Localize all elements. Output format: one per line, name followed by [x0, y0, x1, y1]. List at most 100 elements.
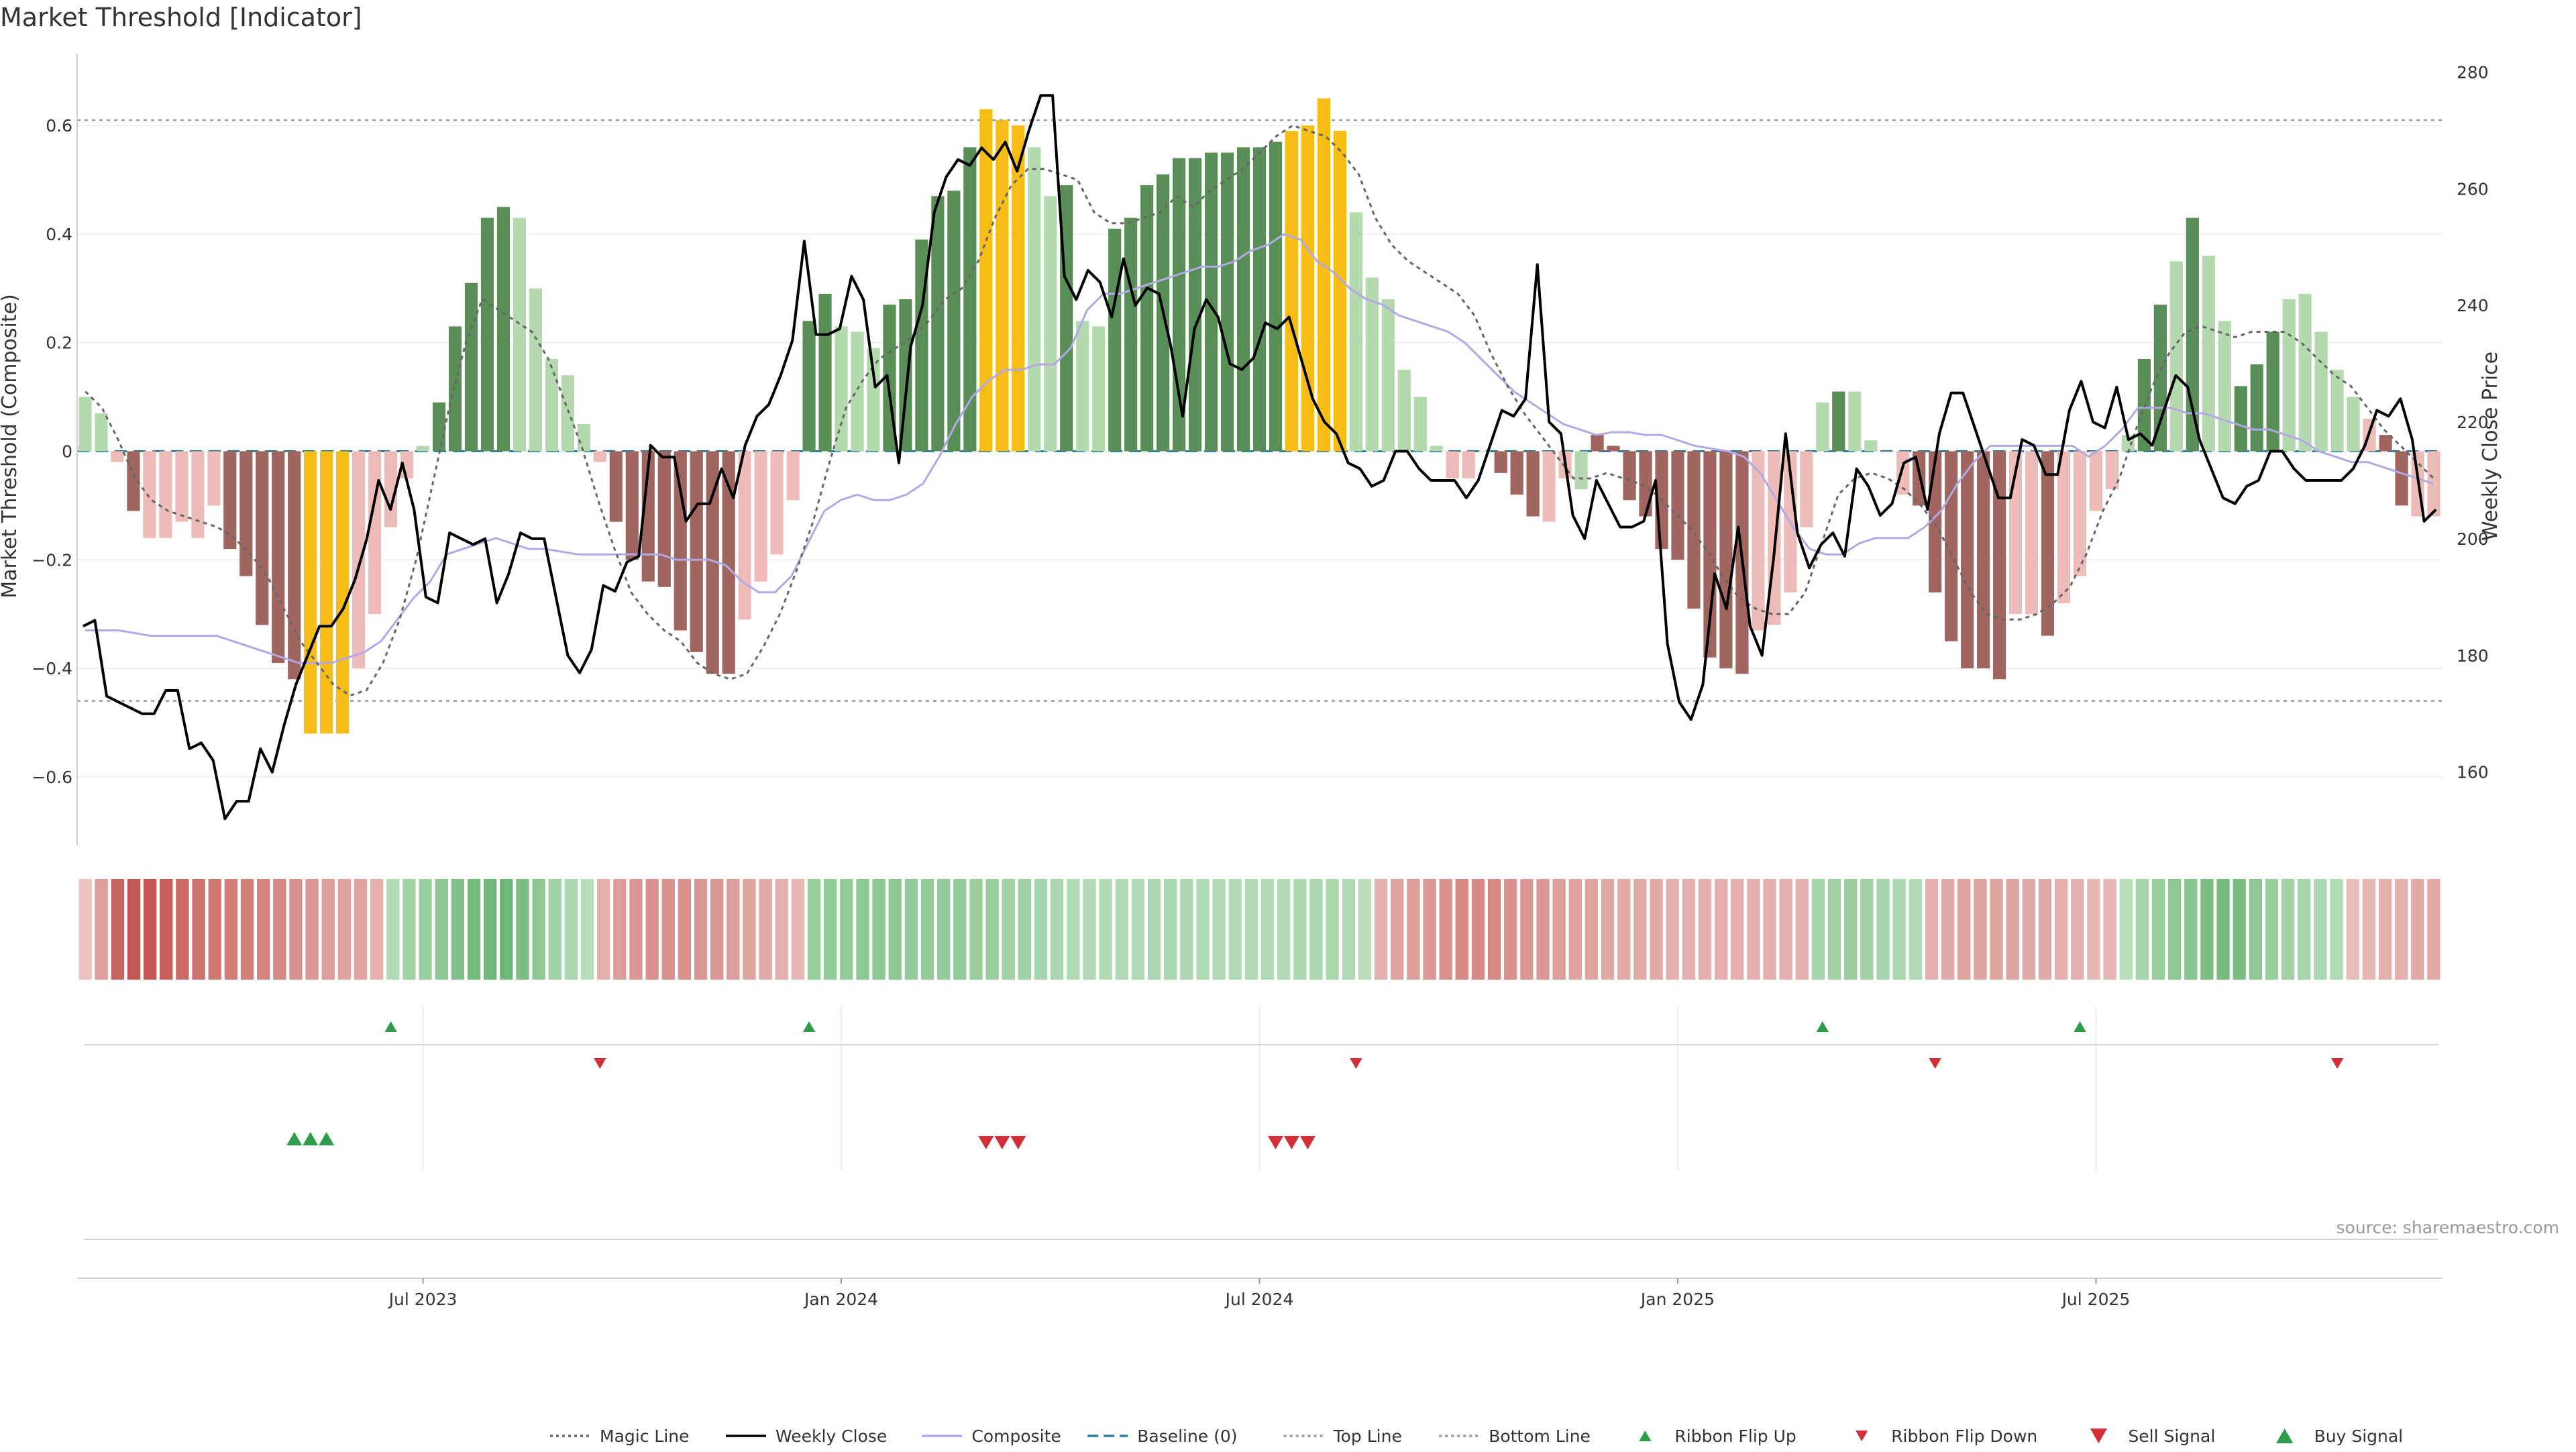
- composite-bar: [1848, 391, 1862, 452]
- ribbon-cell: [1180, 879, 1193, 980]
- left-tick-label: 0.4: [46, 225, 72, 244]
- ribbon-cell: [1051, 879, 1064, 980]
- ribbon-cell: [1147, 879, 1161, 980]
- composite-bar: [448, 326, 462, 452]
- ribbon-cell: [1164, 879, 1177, 980]
- legend-swatch: [1639, 1431, 1652, 1441]
- ribbon-cell: [419, 879, 432, 980]
- ribbon-cell: [613, 879, 627, 980]
- legend-item: Top Line: [1283, 1427, 1402, 1446]
- composite-bar: [352, 451, 366, 669]
- composite-bar: [1752, 451, 1765, 631]
- composite-bar: [899, 299, 912, 452]
- composite-bar: [320, 451, 333, 734]
- ribbon-cell: [1714, 879, 1728, 980]
- composite-bar: [143, 451, 156, 538]
- ribbon-cell: [1941, 879, 1955, 980]
- sell-signal-marker: [1299, 1136, 1316, 1149]
- buy-signal-marker: [286, 1132, 303, 1145]
- composite-bar: [2057, 451, 2071, 604]
- right-tick-label: 260: [2457, 179, 2489, 199]
- composite-bar: [1446, 451, 1459, 478]
- composite-bar: [593, 451, 606, 462]
- ribbon-cell: [1131, 879, 1145, 980]
- ribbon-cell: [1228, 879, 1242, 980]
- ribbon-cell: [1439, 879, 1452, 980]
- ribbon-cell: [532, 879, 545, 980]
- sell-signal-marker: [1010, 1136, 1026, 1149]
- ribbon-cell: [727, 879, 740, 980]
- composite-bar: [1864, 440, 1878, 452]
- legend-swatch: [2090, 1429, 2108, 1443]
- legend-label: Ribbon Flip Up: [1674, 1427, 1796, 1446]
- ribbon-cell: [467, 879, 481, 980]
- legend-swatch: [1856, 1431, 1868, 1441]
- ribbon-cell: [2346, 879, 2359, 980]
- composite-bar: [2330, 370, 2344, 452]
- composite-bar: [1124, 217, 1138, 452]
- ribbon-cell: [1520, 879, 1534, 980]
- ribbon-cell: [321, 879, 335, 980]
- ribbon-cell: [824, 879, 837, 980]
- ribbon-cell: [305, 879, 319, 980]
- composite-bar: [2073, 451, 2087, 576]
- composite-bar: [159, 451, 172, 538]
- ribbon-cell: [2411, 879, 2424, 980]
- ribbon-cell: [1536, 879, 1550, 980]
- composite-bar: [416, 446, 430, 452]
- composite-bar: [191, 451, 205, 538]
- composite-bar: [1301, 125, 1315, 452]
- ribbon-flip-panel: [84, 1021, 2438, 1069]
- legend-item: Bottom Line: [1439, 1427, 1591, 1446]
- ribbon-cell: [1682, 879, 1695, 980]
- composite-bar: [867, 348, 880, 452]
- composite-bar: [239, 451, 253, 576]
- right-axis: 280 260 240 220 200 180 160: [2457, 62, 2489, 782]
- composite-bar: [2234, 386, 2247, 452]
- ribbon-cell: [1601, 879, 1615, 980]
- ribbon-cell: [1326, 879, 1339, 980]
- ribbon-cell: [1212, 879, 1226, 980]
- left-tick-label: 0: [62, 442, 72, 462]
- composite-bar: [2314, 331, 2328, 452]
- ribbon-cell: [1811, 879, 1825, 980]
- ribbon-cell: [597, 879, 610, 980]
- ribbon-cell: [1617, 879, 1631, 980]
- composite-bar: [2266, 331, 2279, 452]
- composite-bar: [1719, 451, 1733, 669]
- ribbon-cell: [791, 879, 805, 980]
- legend-label: Magic Line: [600, 1427, 690, 1446]
- composite-bar: [625, 451, 639, 560]
- ribbon-cell: [2427, 879, 2440, 980]
- composite-bar: [1607, 446, 1620, 452]
- ribbon-cell: [694, 879, 708, 980]
- magic-line: [85, 124, 2434, 697]
- ribbon-cell: [256, 879, 270, 980]
- composite-bar: [738, 451, 751, 620]
- ribbon-cell: [920, 879, 934, 980]
- ribbon-cell: [370, 879, 384, 980]
- ribbon-cell: [240, 879, 254, 980]
- ribbon-cell: [1293, 879, 1307, 980]
- composite-bar: [1800, 451, 1813, 527]
- composite-bar: [1044, 196, 1057, 452]
- ribbon-cell: [1633, 879, 1647, 980]
- ribbon-cell: [208, 879, 221, 980]
- composite-bar: [1236, 147, 1250, 452]
- ribbon-cell: [2233, 879, 2246, 980]
- composite-bar: [1961, 451, 1974, 669]
- ribbon-flip-down-marker: [594, 1058, 606, 1069]
- composite-bar: [2347, 397, 2360, 452]
- left-axis-label: Market Threshold (Composite): [0, 294, 21, 599]
- composite-bar: [545, 358, 558, 452]
- composite-bar: [78, 397, 92, 452]
- ribbon-cell: [1860, 879, 1874, 980]
- ribbon-cell: [2103, 879, 2116, 980]
- ribbon-cell: [759, 879, 772, 980]
- composite-bar: [1992, 451, 2006, 680]
- ribbon-cell: [840, 879, 853, 980]
- ribbon-cell: [1115, 879, 1128, 980]
- ribbon-cell: [1585, 879, 1599, 980]
- composite-bar: [1140, 185, 1154, 452]
